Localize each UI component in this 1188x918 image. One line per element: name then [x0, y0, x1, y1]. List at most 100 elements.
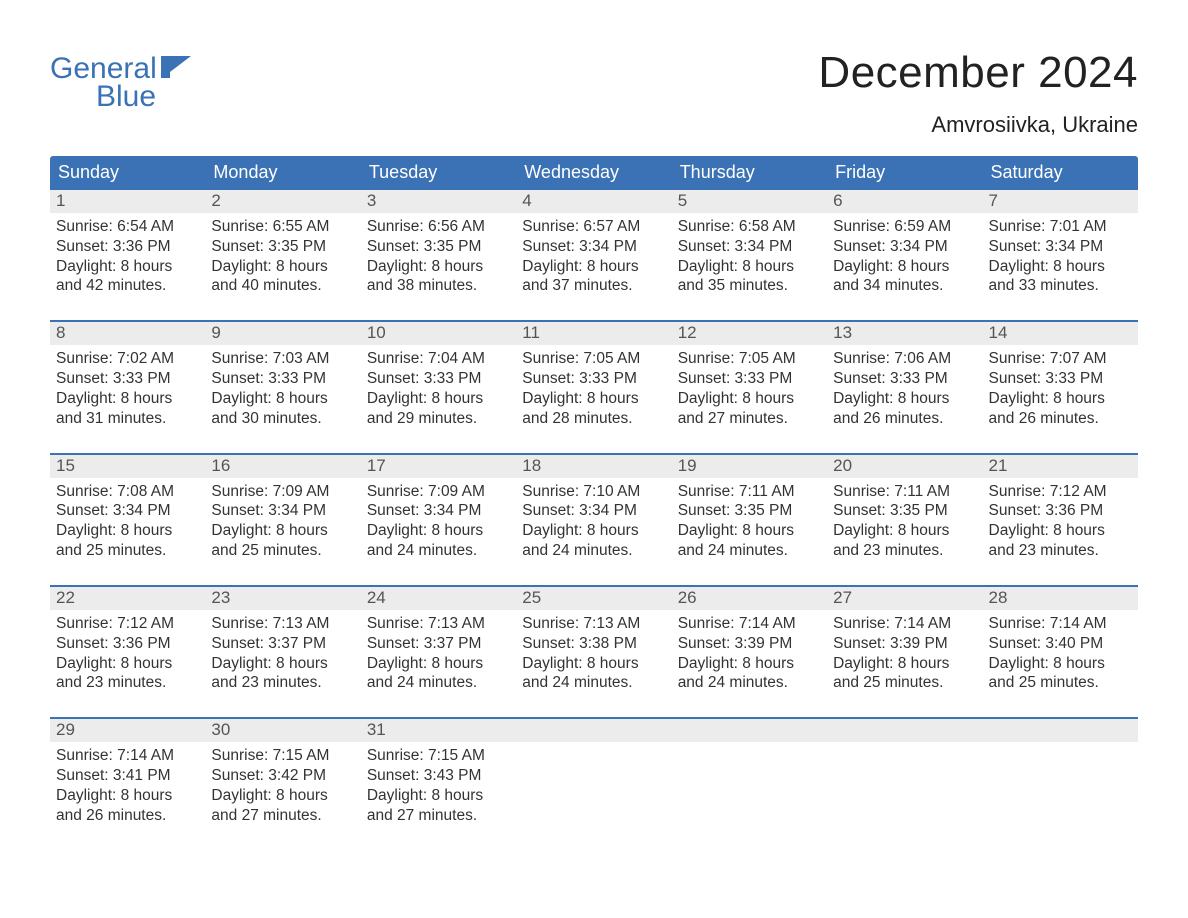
day-cell: 16Sunrise: 7:09 AMSunset: 3:34 PMDayligh…	[205, 455, 360, 561]
sunset-line: Sunset: 3:35 PM	[678, 501, 821, 521]
day-number: 13	[827, 322, 982, 345]
day-content: Sunrise: 7:13 AMSunset: 3:38 PMDaylight:…	[516, 610, 671, 693]
sunrise-line: Sunrise: 7:14 AM	[833, 614, 976, 634]
sunrise-line: Sunrise: 7:13 AM	[522, 614, 665, 634]
day-cell	[983, 719, 1138, 825]
daylight-line-2: and 42 minutes.	[56, 276, 199, 296]
day-number: 4	[516, 190, 671, 213]
dayhead-thu: Thursday	[672, 156, 827, 190]
day-content: Sunrise: 7:14 AMSunset: 3:39 PMDaylight:…	[827, 610, 982, 693]
title-block: December 2024 Amvrosiivka, Ukraine	[818, 48, 1138, 152]
sunset-line: Sunset: 3:35 PM	[211, 237, 354, 257]
day-content: Sunrise: 6:59 AMSunset: 3:34 PMDaylight:…	[827, 213, 982, 296]
daylight-line-2: and 28 minutes.	[522, 409, 665, 429]
sunset-line: Sunset: 3:40 PM	[989, 634, 1132, 654]
day-content: Sunrise: 7:06 AMSunset: 3:33 PMDaylight:…	[827, 345, 982, 428]
day-cell	[827, 719, 982, 825]
day-cell	[516, 719, 671, 825]
day-header-row: Sunday Monday Tuesday Wednesday Thursday…	[50, 156, 1138, 190]
sunrise-line: Sunrise: 7:01 AM	[989, 217, 1132, 237]
day-number: 26	[672, 587, 827, 610]
sunset-line: Sunset: 3:34 PM	[56, 501, 199, 521]
sunrise-line: Sunrise: 7:13 AM	[211, 614, 354, 634]
daylight-line-1: Daylight: 8 hours	[56, 389, 199, 409]
day-cell: 23Sunrise: 7:13 AMSunset: 3:37 PMDayligh…	[205, 587, 360, 693]
day-number: 12	[672, 322, 827, 345]
sunrise-line: Sunrise: 7:09 AM	[211, 482, 354, 502]
sunset-line: Sunset: 3:34 PM	[522, 237, 665, 257]
sunrise-line: Sunrise: 7:14 AM	[989, 614, 1132, 634]
week-row: 29Sunrise: 7:14 AMSunset: 3:41 PMDayligh…	[50, 717, 1138, 825]
daylight-line-2: and 24 minutes.	[367, 673, 510, 693]
sunset-line: Sunset: 3:39 PM	[678, 634, 821, 654]
sunrise-line: Sunrise: 7:02 AM	[56, 349, 199, 369]
weeks-container: 1Sunrise: 6:54 AMSunset: 3:36 PMDaylight…	[50, 190, 1138, 826]
day-content: Sunrise: 7:08 AMSunset: 3:34 PMDaylight:…	[50, 478, 205, 561]
sunset-line: Sunset: 3:36 PM	[989, 501, 1132, 521]
day-cell: 7Sunrise: 7:01 AMSunset: 3:34 PMDaylight…	[983, 190, 1138, 296]
day-content: Sunrise: 7:14 AMSunset: 3:39 PMDaylight:…	[672, 610, 827, 693]
daylight-line-1: Daylight: 8 hours	[989, 257, 1132, 277]
sunrise-line: Sunrise: 6:56 AM	[367, 217, 510, 237]
daylight-line-1: Daylight: 8 hours	[211, 257, 354, 277]
day-cell: 1Sunrise: 6:54 AMSunset: 3:36 PMDaylight…	[50, 190, 205, 296]
daylight-line-2: and 24 minutes.	[522, 673, 665, 693]
sunset-line: Sunset: 3:35 PM	[367, 237, 510, 257]
sunset-line: Sunset: 3:34 PM	[211, 501, 354, 521]
sunrise-line: Sunrise: 7:05 AM	[522, 349, 665, 369]
day-number: 18	[516, 455, 671, 478]
daylight-line-2: and 38 minutes.	[367, 276, 510, 296]
day-number: 10	[361, 322, 516, 345]
daylight-line-1: Daylight: 8 hours	[367, 389, 510, 409]
sunset-line: Sunset: 3:34 PM	[522, 501, 665, 521]
sunrise-line: Sunrise: 7:11 AM	[833, 482, 976, 502]
day-cell: 15Sunrise: 7:08 AMSunset: 3:34 PMDayligh…	[50, 455, 205, 561]
day-content: Sunrise: 7:10 AMSunset: 3:34 PMDaylight:…	[516, 478, 671, 561]
daylight-line-1: Daylight: 8 hours	[833, 521, 976, 541]
day-number: 17	[361, 455, 516, 478]
daylight-line-1: Daylight: 8 hours	[678, 654, 821, 674]
daylight-line-1: Daylight: 8 hours	[989, 521, 1132, 541]
day-number: 27	[827, 587, 982, 610]
calendar: Sunday Monday Tuesday Wednesday Thursday…	[50, 156, 1138, 826]
location-label: Amvrosiivka, Ukraine	[818, 112, 1138, 138]
daylight-line-1: Daylight: 8 hours	[989, 654, 1132, 674]
daylight-line-2: and 30 minutes.	[211, 409, 354, 429]
sunrise-line: Sunrise: 7:05 AM	[678, 349, 821, 369]
day-cell: 13Sunrise: 7:06 AMSunset: 3:33 PMDayligh…	[827, 322, 982, 428]
day-cell: 17Sunrise: 7:09 AMSunset: 3:34 PMDayligh…	[361, 455, 516, 561]
day-cell: 21Sunrise: 7:12 AMSunset: 3:36 PMDayligh…	[983, 455, 1138, 561]
day-cell: 12Sunrise: 7:05 AMSunset: 3:33 PMDayligh…	[672, 322, 827, 428]
sunset-line: Sunset: 3:33 PM	[367, 369, 510, 389]
dayhead-tue: Tuesday	[361, 156, 516, 190]
day-content: Sunrise: 7:13 AMSunset: 3:37 PMDaylight:…	[361, 610, 516, 693]
day-number: 1	[50, 190, 205, 213]
day-number	[983, 719, 1138, 742]
day-number: 16	[205, 455, 360, 478]
day-cell: 19Sunrise: 7:11 AMSunset: 3:35 PMDayligh…	[672, 455, 827, 561]
day-cell: 29Sunrise: 7:14 AMSunset: 3:41 PMDayligh…	[50, 719, 205, 825]
day-number: 23	[205, 587, 360, 610]
sunset-line: Sunset: 3:33 PM	[989, 369, 1132, 389]
daylight-line-1: Daylight: 8 hours	[56, 257, 199, 277]
daylight-line-1: Daylight: 8 hours	[678, 257, 821, 277]
day-number: 28	[983, 587, 1138, 610]
week-row: 15Sunrise: 7:08 AMSunset: 3:34 PMDayligh…	[50, 453, 1138, 561]
day-content: Sunrise: 7:11 AMSunset: 3:35 PMDaylight:…	[672, 478, 827, 561]
dayhead-fri: Friday	[827, 156, 982, 190]
day-content: Sunrise: 7:15 AMSunset: 3:43 PMDaylight:…	[361, 742, 516, 825]
day-content: Sunrise: 6:56 AMSunset: 3:35 PMDaylight:…	[361, 213, 516, 296]
daylight-line-2: and 35 minutes.	[678, 276, 821, 296]
day-content: Sunrise: 7:12 AMSunset: 3:36 PMDaylight:…	[50, 610, 205, 693]
daylight-line-2: and 23 minutes.	[989, 541, 1132, 561]
day-number: 31	[361, 719, 516, 742]
day-cell: 4Sunrise: 6:57 AMSunset: 3:34 PMDaylight…	[516, 190, 671, 296]
daylight-line-1: Daylight: 8 hours	[989, 389, 1132, 409]
daylight-line-2: and 27 minutes.	[367, 806, 510, 826]
day-content: Sunrise: 7:01 AMSunset: 3:34 PMDaylight:…	[983, 213, 1138, 296]
day-cell: 24Sunrise: 7:13 AMSunset: 3:37 PMDayligh…	[361, 587, 516, 693]
day-content: Sunrise: 7:05 AMSunset: 3:33 PMDaylight:…	[516, 345, 671, 428]
day-cell: 8Sunrise: 7:02 AMSunset: 3:33 PMDaylight…	[50, 322, 205, 428]
daylight-line-1: Daylight: 8 hours	[56, 786, 199, 806]
day-cell	[672, 719, 827, 825]
